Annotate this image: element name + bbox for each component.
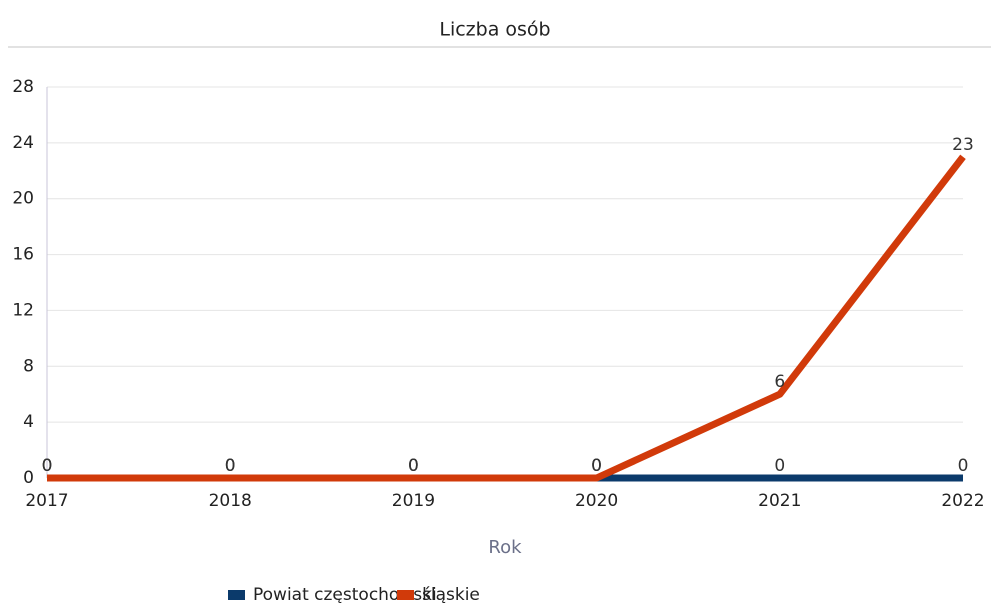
data-label: 0 bbox=[408, 456, 419, 476]
legend-label: Powiat częstochowski bbox=[253, 585, 437, 605]
data-label: 0 bbox=[591, 456, 602, 476]
y-tick-label: 12 bbox=[12, 300, 34, 320]
data-label: 0 bbox=[225, 456, 236, 476]
data-label: 23 bbox=[952, 135, 974, 155]
y-tick-label: 4 bbox=[23, 412, 34, 432]
y-tick-label: 16 bbox=[12, 245, 34, 265]
y-tick-label: 28 bbox=[12, 77, 34, 97]
legend-label: śląskie bbox=[422, 585, 480, 605]
x-tick-label: 2022 bbox=[941, 491, 984, 511]
y-tick-label: 0 bbox=[23, 468, 34, 488]
data-label: 0 bbox=[42, 456, 53, 476]
data-label: 0 bbox=[958, 456, 969, 476]
data-label: 6 bbox=[774, 372, 785, 392]
data-label: 0 bbox=[225, 456, 236, 476]
legend-swatch bbox=[397, 590, 414, 600]
y-tick-label: 24 bbox=[12, 133, 34, 153]
legend-swatch bbox=[228, 590, 245, 600]
data-label: 0 bbox=[42, 456, 53, 476]
data-label: 0 bbox=[591, 456, 602, 476]
x-tick-label: 2021 bbox=[758, 491, 801, 511]
x-tick-label: 2017 bbox=[25, 491, 68, 511]
x-tick-label: 2020 bbox=[575, 491, 618, 511]
data-label: 0 bbox=[774, 456, 785, 476]
data-label: 0 bbox=[408, 456, 419, 476]
series-line bbox=[47, 154, 966, 482]
x-tick-label: 2018 bbox=[209, 491, 252, 511]
y-tick-label: 20 bbox=[12, 189, 34, 209]
x-tick-label: 2019 bbox=[392, 491, 435, 511]
chart-title: Liczba osób bbox=[439, 19, 550, 41]
x-axis-label: Rok bbox=[488, 537, 522, 558]
y-tick-label: 8 bbox=[23, 356, 34, 376]
